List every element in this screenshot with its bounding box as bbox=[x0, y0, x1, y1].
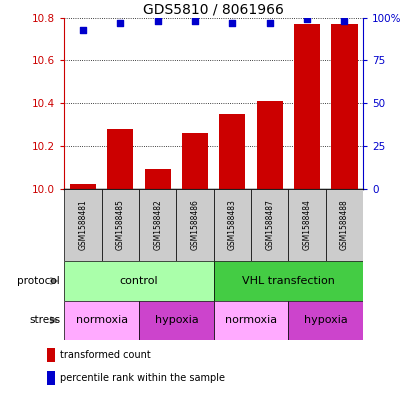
Title: GDS5810 / 8061966: GDS5810 / 8061966 bbox=[143, 2, 284, 17]
Text: GSM1588485: GSM1588485 bbox=[116, 200, 125, 250]
Point bbox=[154, 18, 161, 24]
Text: GSM1588483: GSM1588483 bbox=[228, 200, 237, 250]
Bar bbox=[214, 261, 363, 301]
Text: GSM1588481: GSM1588481 bbox=[78, 200, 88, 250]
Point bbox=[341, 18, 348, 24]
Bar bbox=[214, 301, 288, 340]
Bar bbox=[214, 189, 251, 261]
Point bbox=[192, 18, 198, 24]
Bar bbox=[288, 189, 326, 261]
Text: normoxia: normoxia bbox=[76, 315, 128, 325]
Point bbox=[117, 20, 124, 26]
Bar bbox=[102, 189, 139, 261]
Bar bbox=[139, 189, 176, 261]
Text: transformed count: transformed count bbox=[60, 350, 150, 360]
Text: GSM1588482: GSM1588482 bbox=[153, 200, 162, 250]
Bar bbox=[294, 24, 320, 189]
Bar bbox=[64, 189, 102, 261]
Text: VHL transfection: VHL transfection bbox=[242, 276, 335, 286]
Point bbox=[229, 20, 236, 26]
Text: hypoxia: hypoxia bbox=[304, 315, 348, 325]
Text: percentile rank within the sample: percentile rank within the sample bbox=[60, 373, 225, 383]
Bar bbox=[64, 261, 214, 301]
Bar bbox=[139, 301, 214, 340]
Bar bbox=[47, 371, 55, 385]
Bar bbox=[107, 129, 134, 189]
Text: hypoxia: hypoxia bbox=[154, 315, 198, 325]
Text: control: control bbox=[120, 276, 159, 286]
Text: normoxia: normoxia bbox=[225, 315, 277, 325]
Text: GSM1588488: GSM1588488 bbox=[340, 200, 349, 250]
Text: GSM1588487: GSM1588487 bbox=[265, 200, 274, 250]
Point bbox=[266, 20, 273, 26]
Point bbox=[80, 26, 86, 33]
Text: GSM1588484: GSM1588484 bbox=[303, 200, 312, 250]
Text: protocol: protocol bbox=[17, 276, 60, 286]
Bar bbox=[332, 24, 358, 189]
Bar bbox=[145, 169, 171, 189]
Bar bbox=[220, 114, 246, 189]
Bar bbox=[70, 184, 96, 189]
Text: stress: stress bbox=[29, 315, 60, 325]
Bar bbox=[326, 189, 363, 261]
Bar bbox=[176, 189, 214, 261]
Bar bbox=[64, 301, 139, 340]
Bar bbox=[257, 101, 283, 189]
Bar bbox=[47, 347, 55, 362]
Point bbox=[304, 16, 310, 22]
Bar bbox=[251, 189, 288, 261]
Bar bbox=[288, 301, 363, 340]
Bar bbox=[182, 133, 208, 189]
Text: GSM1588486: GSM1588486 bbox=[190, 200, 200, 250]
